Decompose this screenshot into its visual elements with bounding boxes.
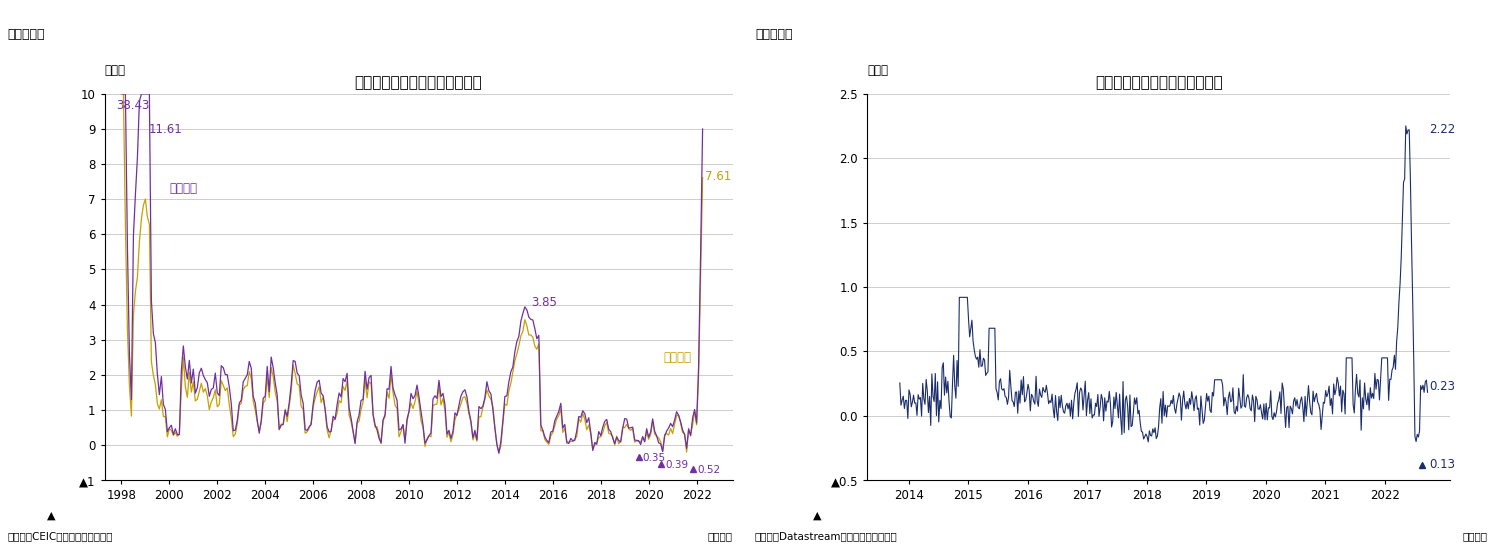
Text: 0.13: 0.13 [1429, 458, 1455, 471]
Text: 11.61: 11.61 [150, 123, 182, 136]
Text: （資料）CEIC、ロシア連邦統計局: （資料）CEIC、ロシア連邦統計局 [7, 531, 114, 541]
Text: ▲: ▲ [46, 511, 55, 521]
Text: 0.35: 0.35 [643, 453, 665, 463]
Text: 0.23: 0.23 [1429, 380, 1455, 392]
Text: （図表３）: （図表３） [7, 28, 45, 41]
Text: 3.85: 3.85 [531, 296, 558, 309]
Text: （％）: （％） [105, 64, 126, 77]
Text: （資料）Datastream、ロシア連邦統計局: （資料）Datastream、ロシア連邦統計局 [755, 531, 897, 541]
Text: 総合指数: 総合指数 [169, 182, 197, 195]
Text: （月次）: （月次） [707, 531, 733, 541]
Text: 2.22: 2.22 [1429, 124, 1456, 136]
Text: 7.61: 7.61 [706, 170, 731, 183]
Text: 0.52: 0.52 [697, 465, 721, 475]
Text: （週次）: （週次） [1462, 531, 1488, 541]
Title: ロシアのインフレ率（前週比）: ロシアのインフレ率（前週比） [1094, 75, 1223, 90]
Text: 38.43: 38.43 [117, 99, 150, 112]
Text: ▲: ▲ [813, 511, 822, 521]
Text: 0.39: 0.39 [665, 460, 688, 470]
Title: ロシアのインフレ率（前月比）: ロシアのインフレ率（前月比） [354, 75, 483, 90]
Text: （図表４）: （図表４） [755, 28, 792, 41]
Text: （％）: （％） [867, 64, 888, 77]
Text: コア指数: コア指数 [664, 351, 691, 364]
